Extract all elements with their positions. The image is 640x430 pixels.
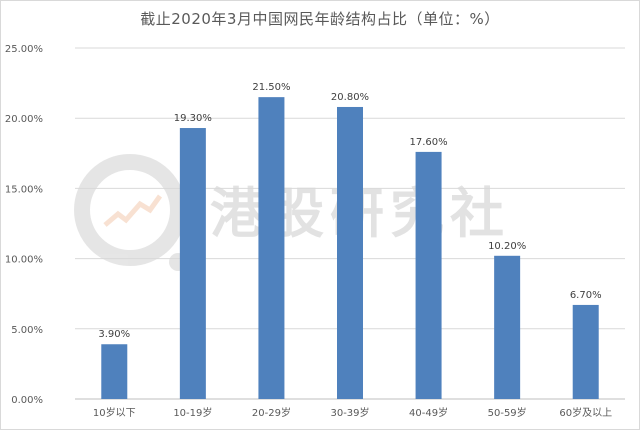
data-label: 21.50%: [252, 82, 290, 93]
data-label: 6.70%: [570, 290, 602, 301]
data-label: 17.60%: [410, 137, 448, 148]
chart-title: 截止2020年3月中国网民年龄结构占比（单位：%）: [140, 10, 500, 28]
bar: [101, 344, 128, 399]
bar: [258, 97, 285, 399]
x-tick-label: 40-49岁: [409, 406, 448, 419]
x-tick-label: 10-19岁: [173, 406, 212, 419]
x-tick-label: 30-39岁: [330, 406, 369, 419]
data-label: 3.90%: [98, 329, 130, 340]
x-tick-label: 10岁以下: [93, 406, 136, 419]
bar: [179, 128, 206, 399]
data-label: 19.30%: [174, 113, 212, 124]
x-axis-categories: 10岁以下 10-19岁 20-29岁 30-39岁 40-49岁 50-59岁 60岁及以…: [93, 406, 612, 419]
bar: [494, 255, 521, 399]
bars: [101, 97, 599, 399]
watermark-logo: 港股研究社: [74, 154, 504, 271]
bar: [572, 304, 599, 399]
x-tick-label: 20-29岁: [252, 406, 291, 419]
x-tick-label: 50-59岁: [488, 406, 527, 419]
data-label: 20.80%: [331, 92, 369, 103]
y-tick-label: 25.00%: [5, 44, 43, 55]
data-labels: 3.90% 19.30% 21.50% 20.80% 17.60% 10.20% 6.70%: [98, 82, 601, 340]
bar: [337, 106, 363, 399]
y-tick-label: 15.00%: [5, 184, 43, 195]
y-axis-ticks: 0.00% 5.00% 10.00% 15.00% 20.00% 25.00%: [5, 44, 43, 406]
y-tick-label: 0.00%: [11, 395, 43, 406]
y-tick-label: 10.00%: [5, 255, 43, 266]
data-label: 10.20%: [488, 241, 526, 252]
bar: [415, 151, 442, 399]
x-tick-label: 60岁及以上: [559, 406, 612, 419]
y-tick-label: 20.00%: [5, 114, 43, 125]
y-tick-label: 5.00%: [11, 325, 43, 336]
